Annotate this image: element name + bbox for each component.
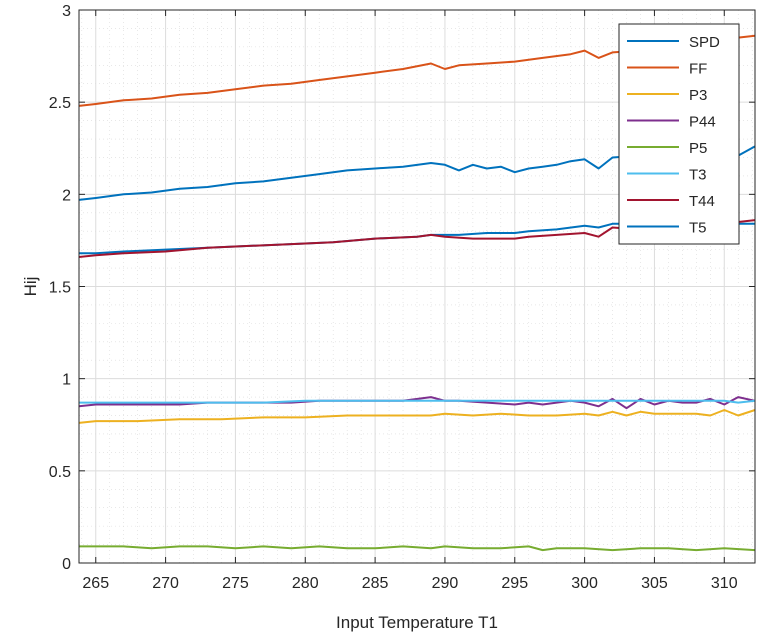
legend-label-t5: T5 [689, 220, 707, 237]
y-tick-labels: 0 0.5 1 1.5 2 2.5 3 [49, 3, 71, 573]
x-tick-label: 310 [711, 575, 738, 592]
legend-label-spd: SPD [689, 34, 720, 51]
legend-box [618, 23, 740, 245]
y-tick-label: 0.5 [49, 464, 71, 481]
legend-label-p44: P44 [689, 114, 716, 131]
x-tick-label: 305 [641, 575, 668, 592]
legend-label-p5: P5 [689, 140, 707, 157]
x-tick-labels: 265 270 275 280 285 290 295 300 305 310 [82, 575, 737, 592]
legend: SPD FF P3 P44 P5 T3 T44 T5 [618, 23, 740, 245]
x-tick-label: 270 [152, 575, 179, 592]
y-tick-label: 3 [62, 3, 71, 20]
x-axis-label: Input Temperature T1 [336, 613, 498, 632]
legend-label-ff: FF [689, 61, 707, 78]
y-tick-label: 0 [62, 556, 71, 573]
series-line-t3 [79, 399, 756, 404]
y-tick-label: 2 [62, 187, 71, 204]
legend-label-t3: T3 [689, 167, 707, 184]
y-tick-label: 1 [62, 372, 71, 389]
series-line-p5 [79, 545, 756, 552]
y-axis-label: Hij [21, 277, 40, 297]
series-line-p3 [78, 409, 756, 424]
x-tick-label: 295 [501, 575, 528, 592]
x-tick-label: 300 [571, 575, 598, 592]
legend-label-p3: P3 [689, 87, 707, 104]
legend-label-t44: T44 [689, 193, 715, 210]
x-tick-label: 265 [82, 575, 109, 592]
x-tick-label: 275 [222, 575, 249, 592]
x-tick-label: 290 [432, 575, 459, 592]
x-tick-label: 280 [292, 575, 319, 592]
y-tick-label: 2.5 [49, 95, 71, 112]
x-tick-label: 285 [362, 575, 389, 592]
y-tick-label: 1.5 [49, 280, 71, 297]
axis-ticks [79, 9, 755, 564]
